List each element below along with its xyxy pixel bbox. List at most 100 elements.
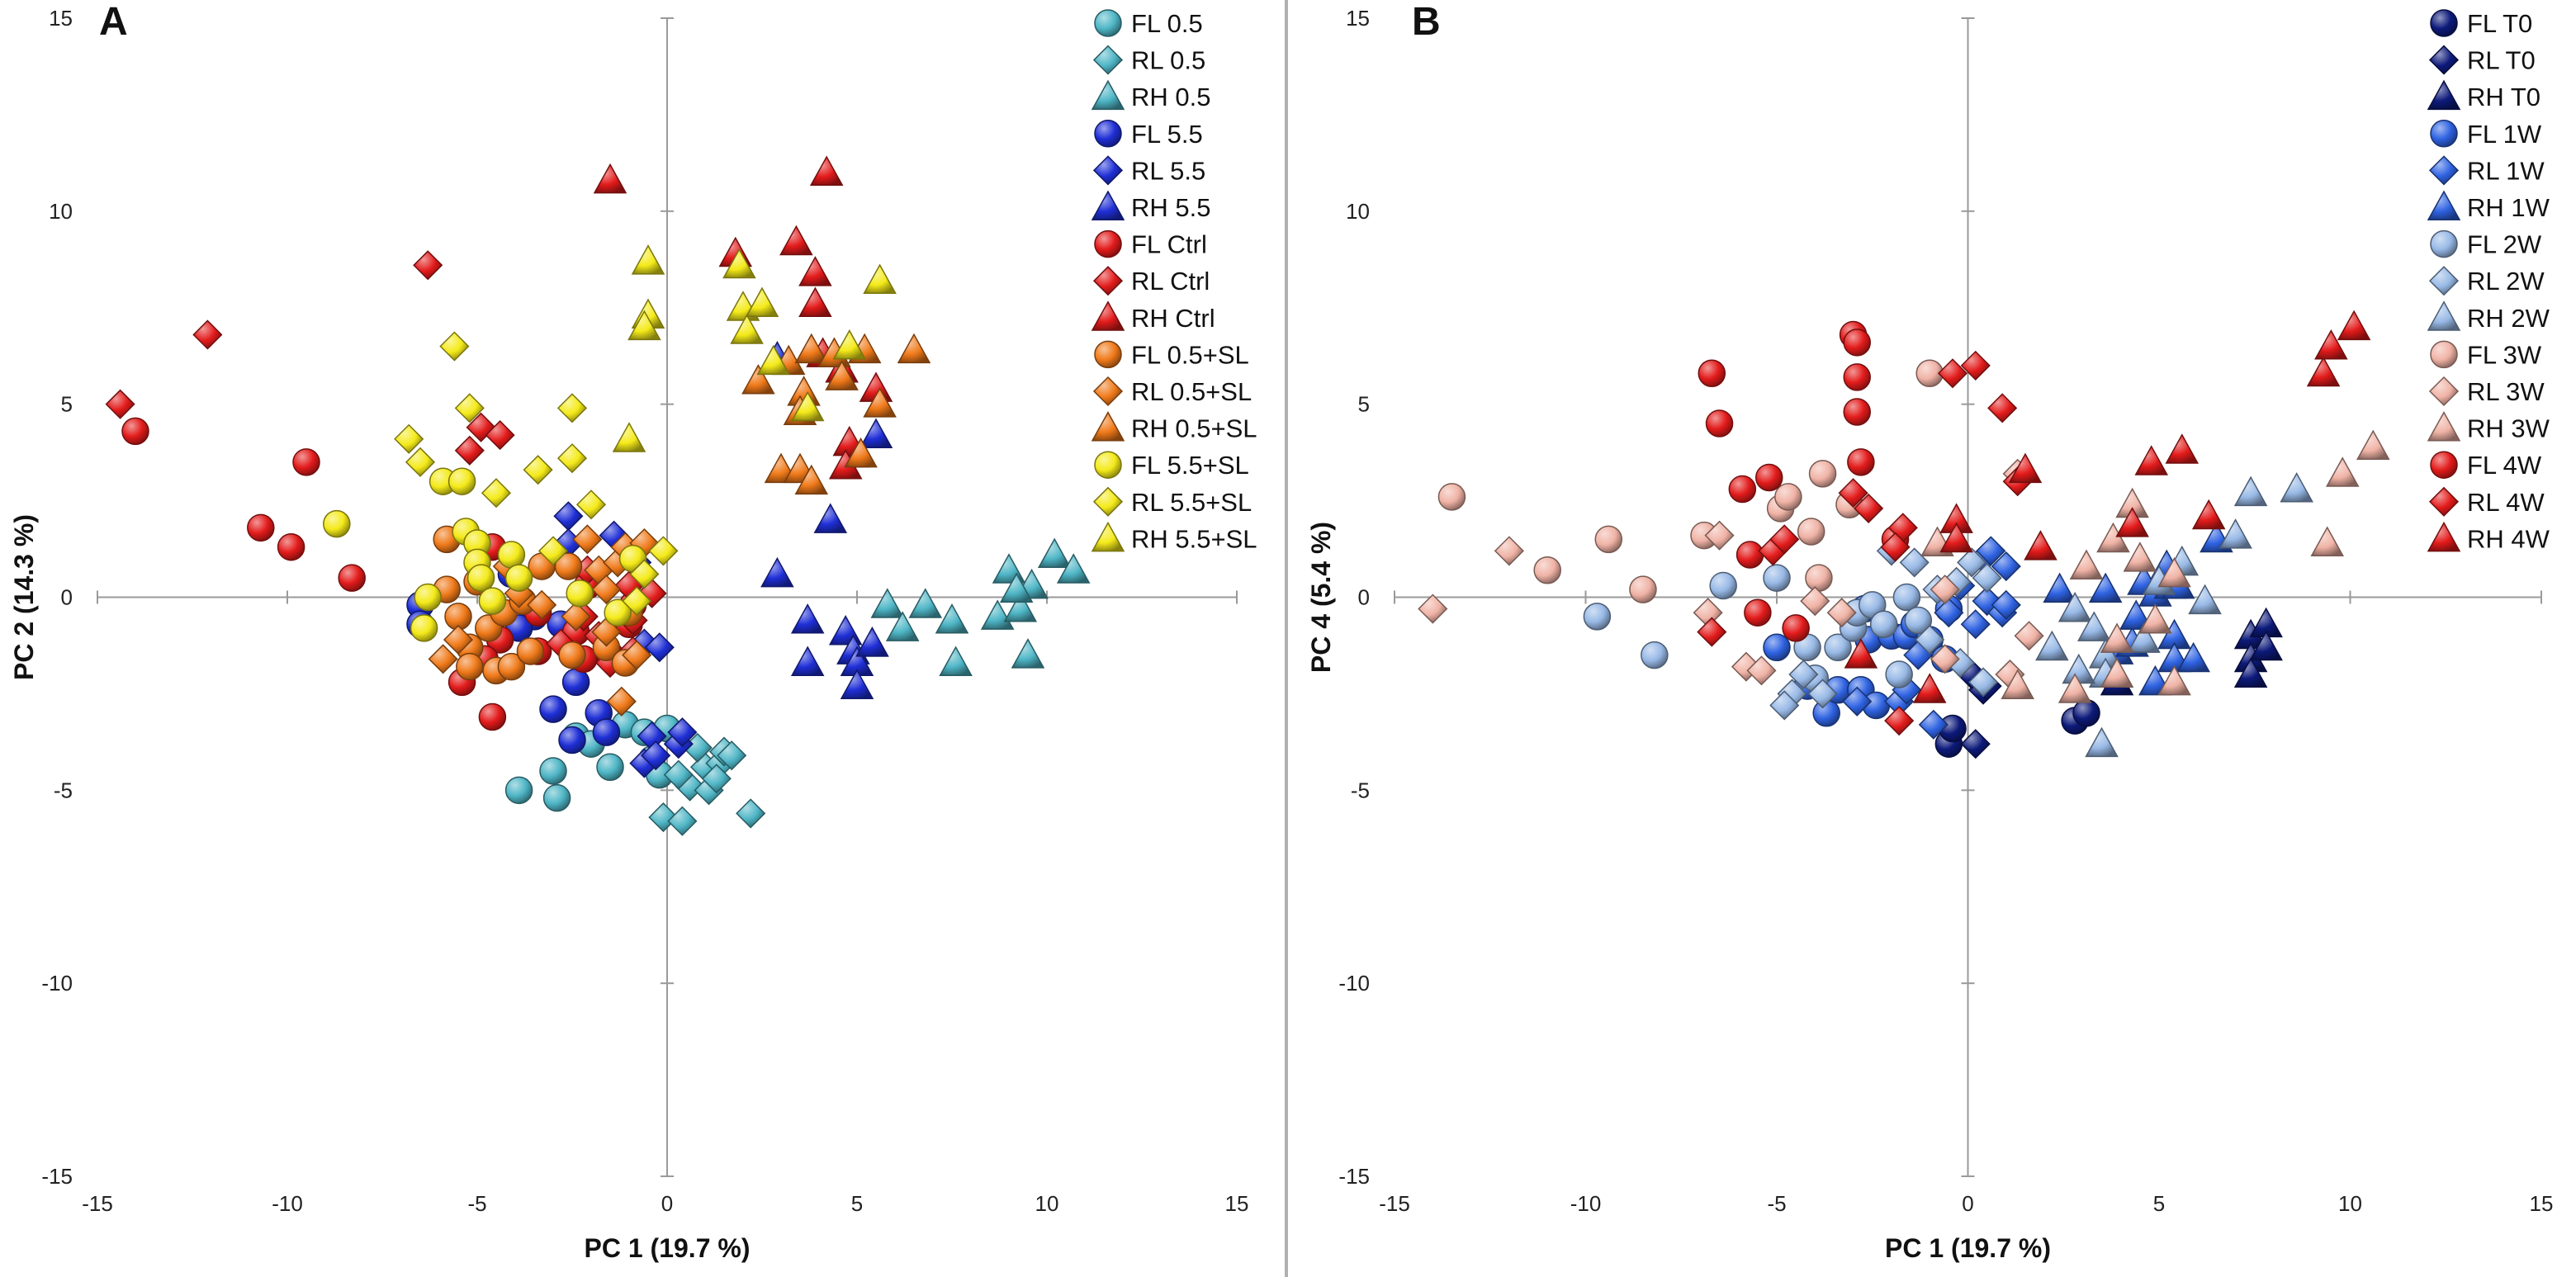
legend-item: FL 5.5+SL: [1094, 451, 1249, 480]
data-point: [935, 603, 969, 634]
data-point: [790, 646, 825, 676]
series-rl-0-5: [648, 732, 766, 836]
legend-marker: [1091, 300, 1125, 331]
data-point: [1991, 589, 2021, 620]
data-point: [859, 418, 893, 449]
data-point: [885, 611, 920, 641]
data-point: [1904, 606, 1933, 635]
data-point: [410, 614, 438, 642]
data-point: [1960, 729, 1991, 759]
legend: FL T0 RL T0 RH T0 FL 1W RL 1W RH 1W FL 2W RL 2W…: [2427, 7, 2559, 570]
x-tick-label: -5: [467, 1191, 486, 1216]
legend-label: RL 5.5: [1131, 156, 1205, 185]
data-point: [1709, 571, 1737, 600]
data-point: [2069, 549, 2104, 580]
data-point: [1918, 709, 1949, 740]
legend-marker: [2430, 229, 2458, 258]
data-point: [939, 646, 973, 676]
data-point: [1912, 673, 1947, 703]
data-point: [2249, 630, 2283, 661]
x-axis-title: PC 1 (19.7 %): [1885, 1233, 2051, 1263]
data-point: [1037, 537, 1072, 569]
data-point: [1418, 594, 1448, 624]
data-point: [1744, 598, 1772, 627]
x-tick-label: 5: [2153, 1191, 2165, 1216]
panel-label: B: [1412, 0, 1441, 44]
x-tick-label: -15: [1379, 1191, 1410, 1216]
legend-marker: [1094, 9, 1122, 37]
series-rh-2w: [2035, 472, 2313, 758]
data-point: [572, 524, 603, 555]
legend-label: RL 1W: [2467, 156, 2545, 185]
data-point: [1854, 493, 1884, 523]
data-point: [1629, 575, 1657, 603]
legend-label: RH 5.5: [1131, 193, 1210, 222]
data-point: [497, 541, 526, 569]
series-rh-4w: [1844, 310, 2371, 703]
y-tick-label: 0: [1358, 585, 1370, 610]
data-point: [2218, 518, 2252, 549]
data-point: [980, 599, 1015, 630]
y-tick-label: -5: [1351, 778, 1370, 802]
data-point: [1939, 522, 1973, 553]
data-point: [2035, 630, 2069, 661]
data-point: [1705, 409, 1734, 437]
data-point: [428, 644, 458, 674]
data-point: [627, 310, 661, 341]
data-point: [2325, 456, 2360, 487]
legend-label: RH 1W: [2467, 193, 2550, 222]
legend-marker: [2430, 451, 2458, 479]
data-point: [1847, 448, 1875, 476]
legend-item: RL 4W: [2428, 486, 2545, 517]
data-point: [2134, 445, 2169, 475]
data-point: [566, 579, 594, 608]
legend-label: FL 5.5: [1131, 120, 1203, 149]
data-point: [2001, 669, 2034, 700]
data-point: [454, 435, 485, 466]
data-point: [121, 417, 149, 446]
data-point: [591, 575, 622, 605]
legend-item: RL 0.5: [1092, 45, 1205, 75]
y-axis-title: PC 4 (5.4 %): [1306, 522, 1336, 673]
data-point: [1991, 551, 2021, 582]
legend-marker: [2428, 376, 2460, 407]
legend-label: RH Ctrl: [1131, 304, 1215, 333]
data-point: [593, 163, 627, 194]
legend-item: FL 1W: [2430, 120, 2542, 149]
legend-item: RH 5.5: [1091, 190, 1210, 222]
data-point: [606, 686, 637, 717]
legend-item: RH 1W: [2427, 190, 2550, 222]
legend-marker: [2428, 486, 2460, 517]
data-point: [2280, 472, 2313, 503]
data-point: [2057, 673, 2092, 703]
x-tick-label: -10: [1570, 1191, 1602, 1216]
data-point: [667, 806, 698, 836]
legend-item: RL 5.5+SL: [1092, 486, 1252, 517]
legend-label: FL 5.5+SL: [1131, 451, 1249, 480]
data-point: [485, 420, 515, 451]
legend-item: FL 3W: [2430, 340, 2542, 369]
legend-label: RL 0.5+SL: [1131, 377, 1252, 406]
legend-label: RL 2W: [2467, 267, 2545, 296]
data-point: [542, 783, 571, 812]
data-point: [478, 702, 507, 731]
legend-item: RL 0.5+SL: [1092, 376, 1252, 407]
data-point: [779, 225, 813, 256]
data-point: [1774, 483, 1802, 511]
data-point: [2043, 572, 2076, 603]
data-point: [2138, 603, 2172, 634]
data-point: [105, 389, 135, 419]
y-tick-label: 10: [49, 199, 73, 224]
data-point: [798, 256, 832, 286]
legend-label: RL 0.5: [1131, 46, 1205, 75]
legend-item: RH 0.5+SL: [1091, 411, 1257, 443]
data-point: [1769, 524, 1800, 555]
legend-marker: [1092, 45, 1124, 75]
data-point: [192, 319, 223, 350]
legend-item: RL 2W: [2428, 266, 2545, 296]
data-point: [1800, 586, 1830, 617]
data-point: [516, 637, 545, 665]
data-point: [1960, 350, 1991, 381]
data-point: [2306, 356, 2341, 387]
data-point: [756, 344, 791, 376]
